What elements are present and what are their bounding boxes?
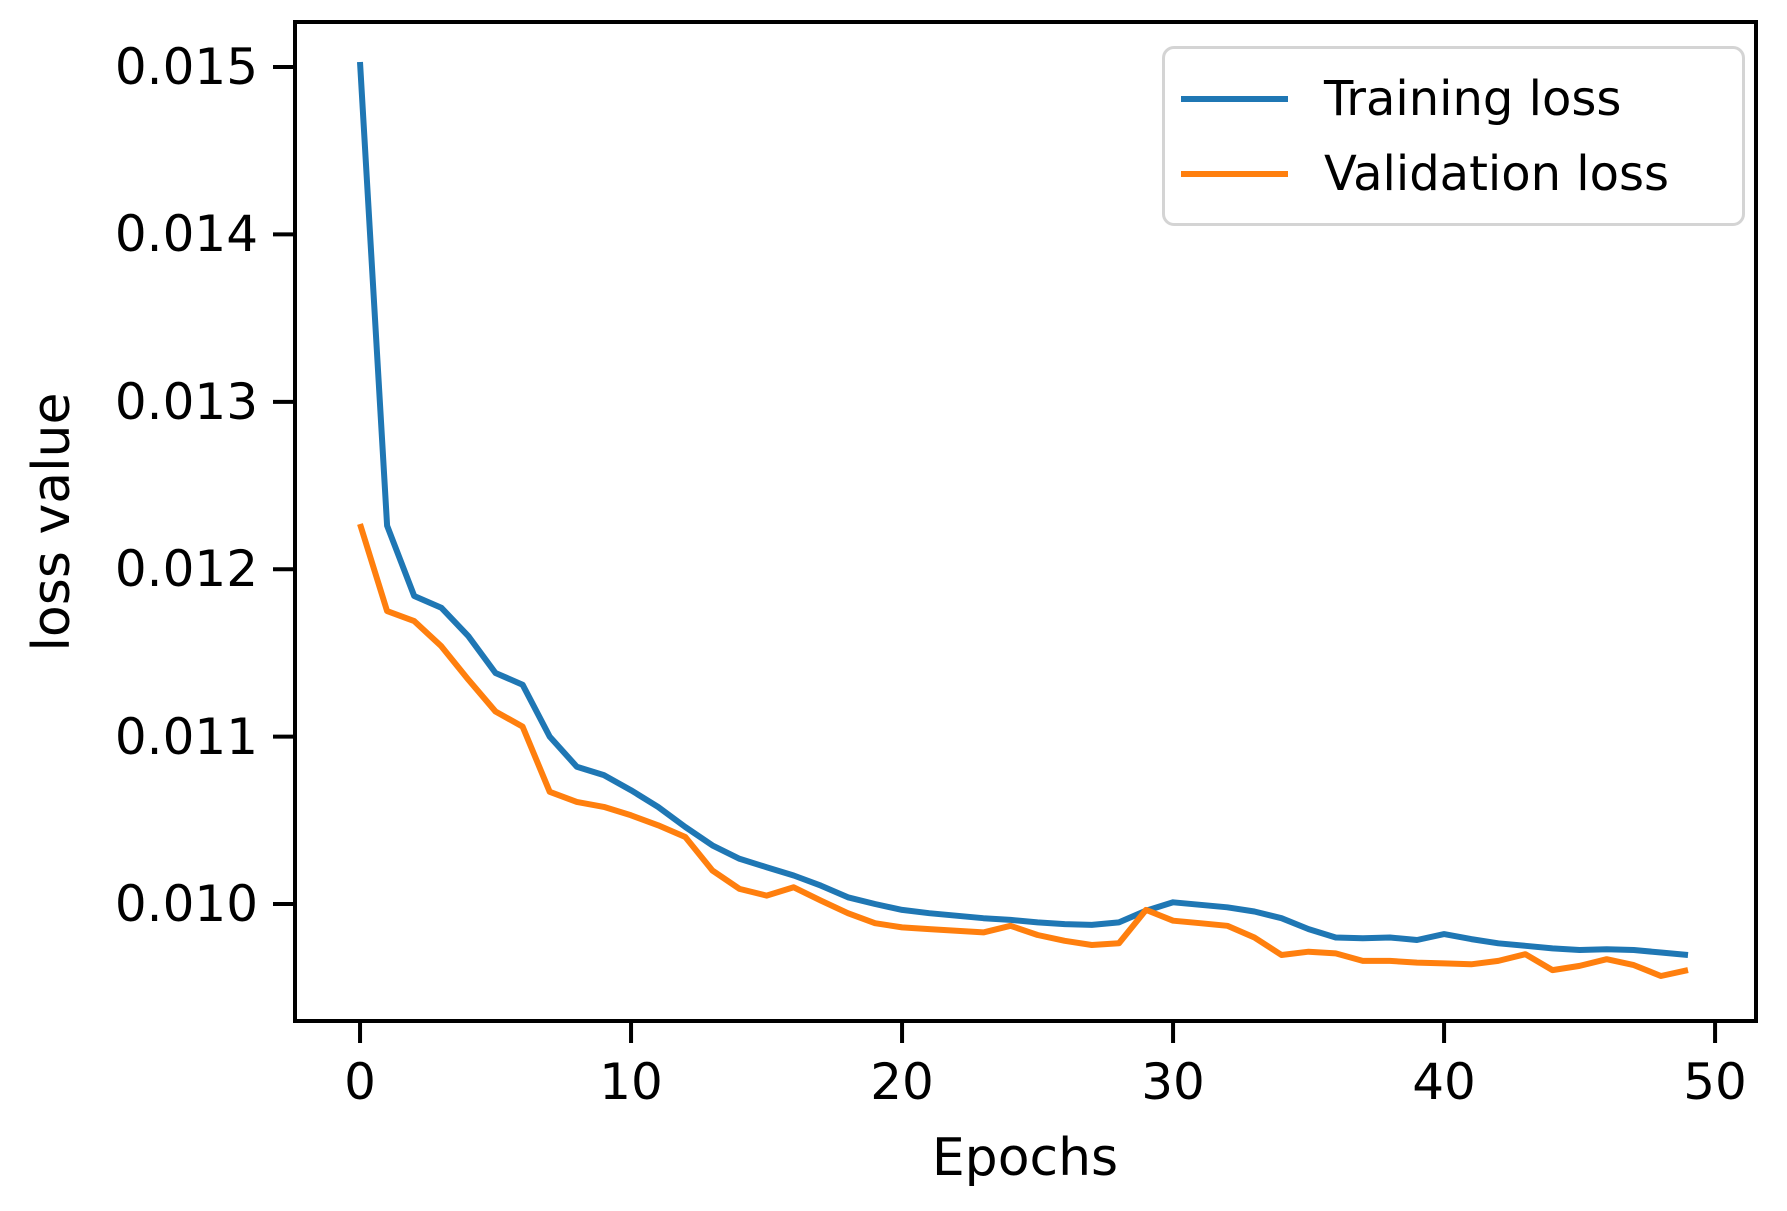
x-tick-label: 0 [344,1053,376,1111]
y-tick-label: 0.014 [114,205,258,264]
x-axis-label: Epochs [931,1128,1119,1188]
y-tick-label: 0.010 [114,874,258,933]
y-tick-label: 0.013 [114,372,258,431]
validation-loss-line [357,523,1689,979]
training-loss-line [357,61,1689,958]
y-tick-label: 0.012 [114,540,258,599]
validation-loss-line-swatch [1181,170,1288,177]
y-axis-label: loss value [22,392,82,652]
x-tick-label: 20 [870,1053,934,1111]
y-tick-label: 0.015 [114,38,258,97]
x-tick-label: 40 [1412,1053,1476,1111]
legend-item-training: Training loss [1181,61,1742,136]
y-tick-label: 0.011 [114,707,258,766]
training-loss-line-swatch [1181,95,1288,102]
legend-label-validation: Validation loss [1324,145,1669,202]
x-tick-label: 30 [1141,1053,1205,1111]
x-tick-label: 50 [1683,1053,1747,1111]
legend-label-training: Training loss [1324,70,1622,127]
legend-item-validation: Validation loss [1181,136,1742,211]
legend: Training loss Validation loss [1162,46,1745,226]
plot-border [293,20,1758,1023]
x-tick-label: 10 [599,1053,663,1111]
